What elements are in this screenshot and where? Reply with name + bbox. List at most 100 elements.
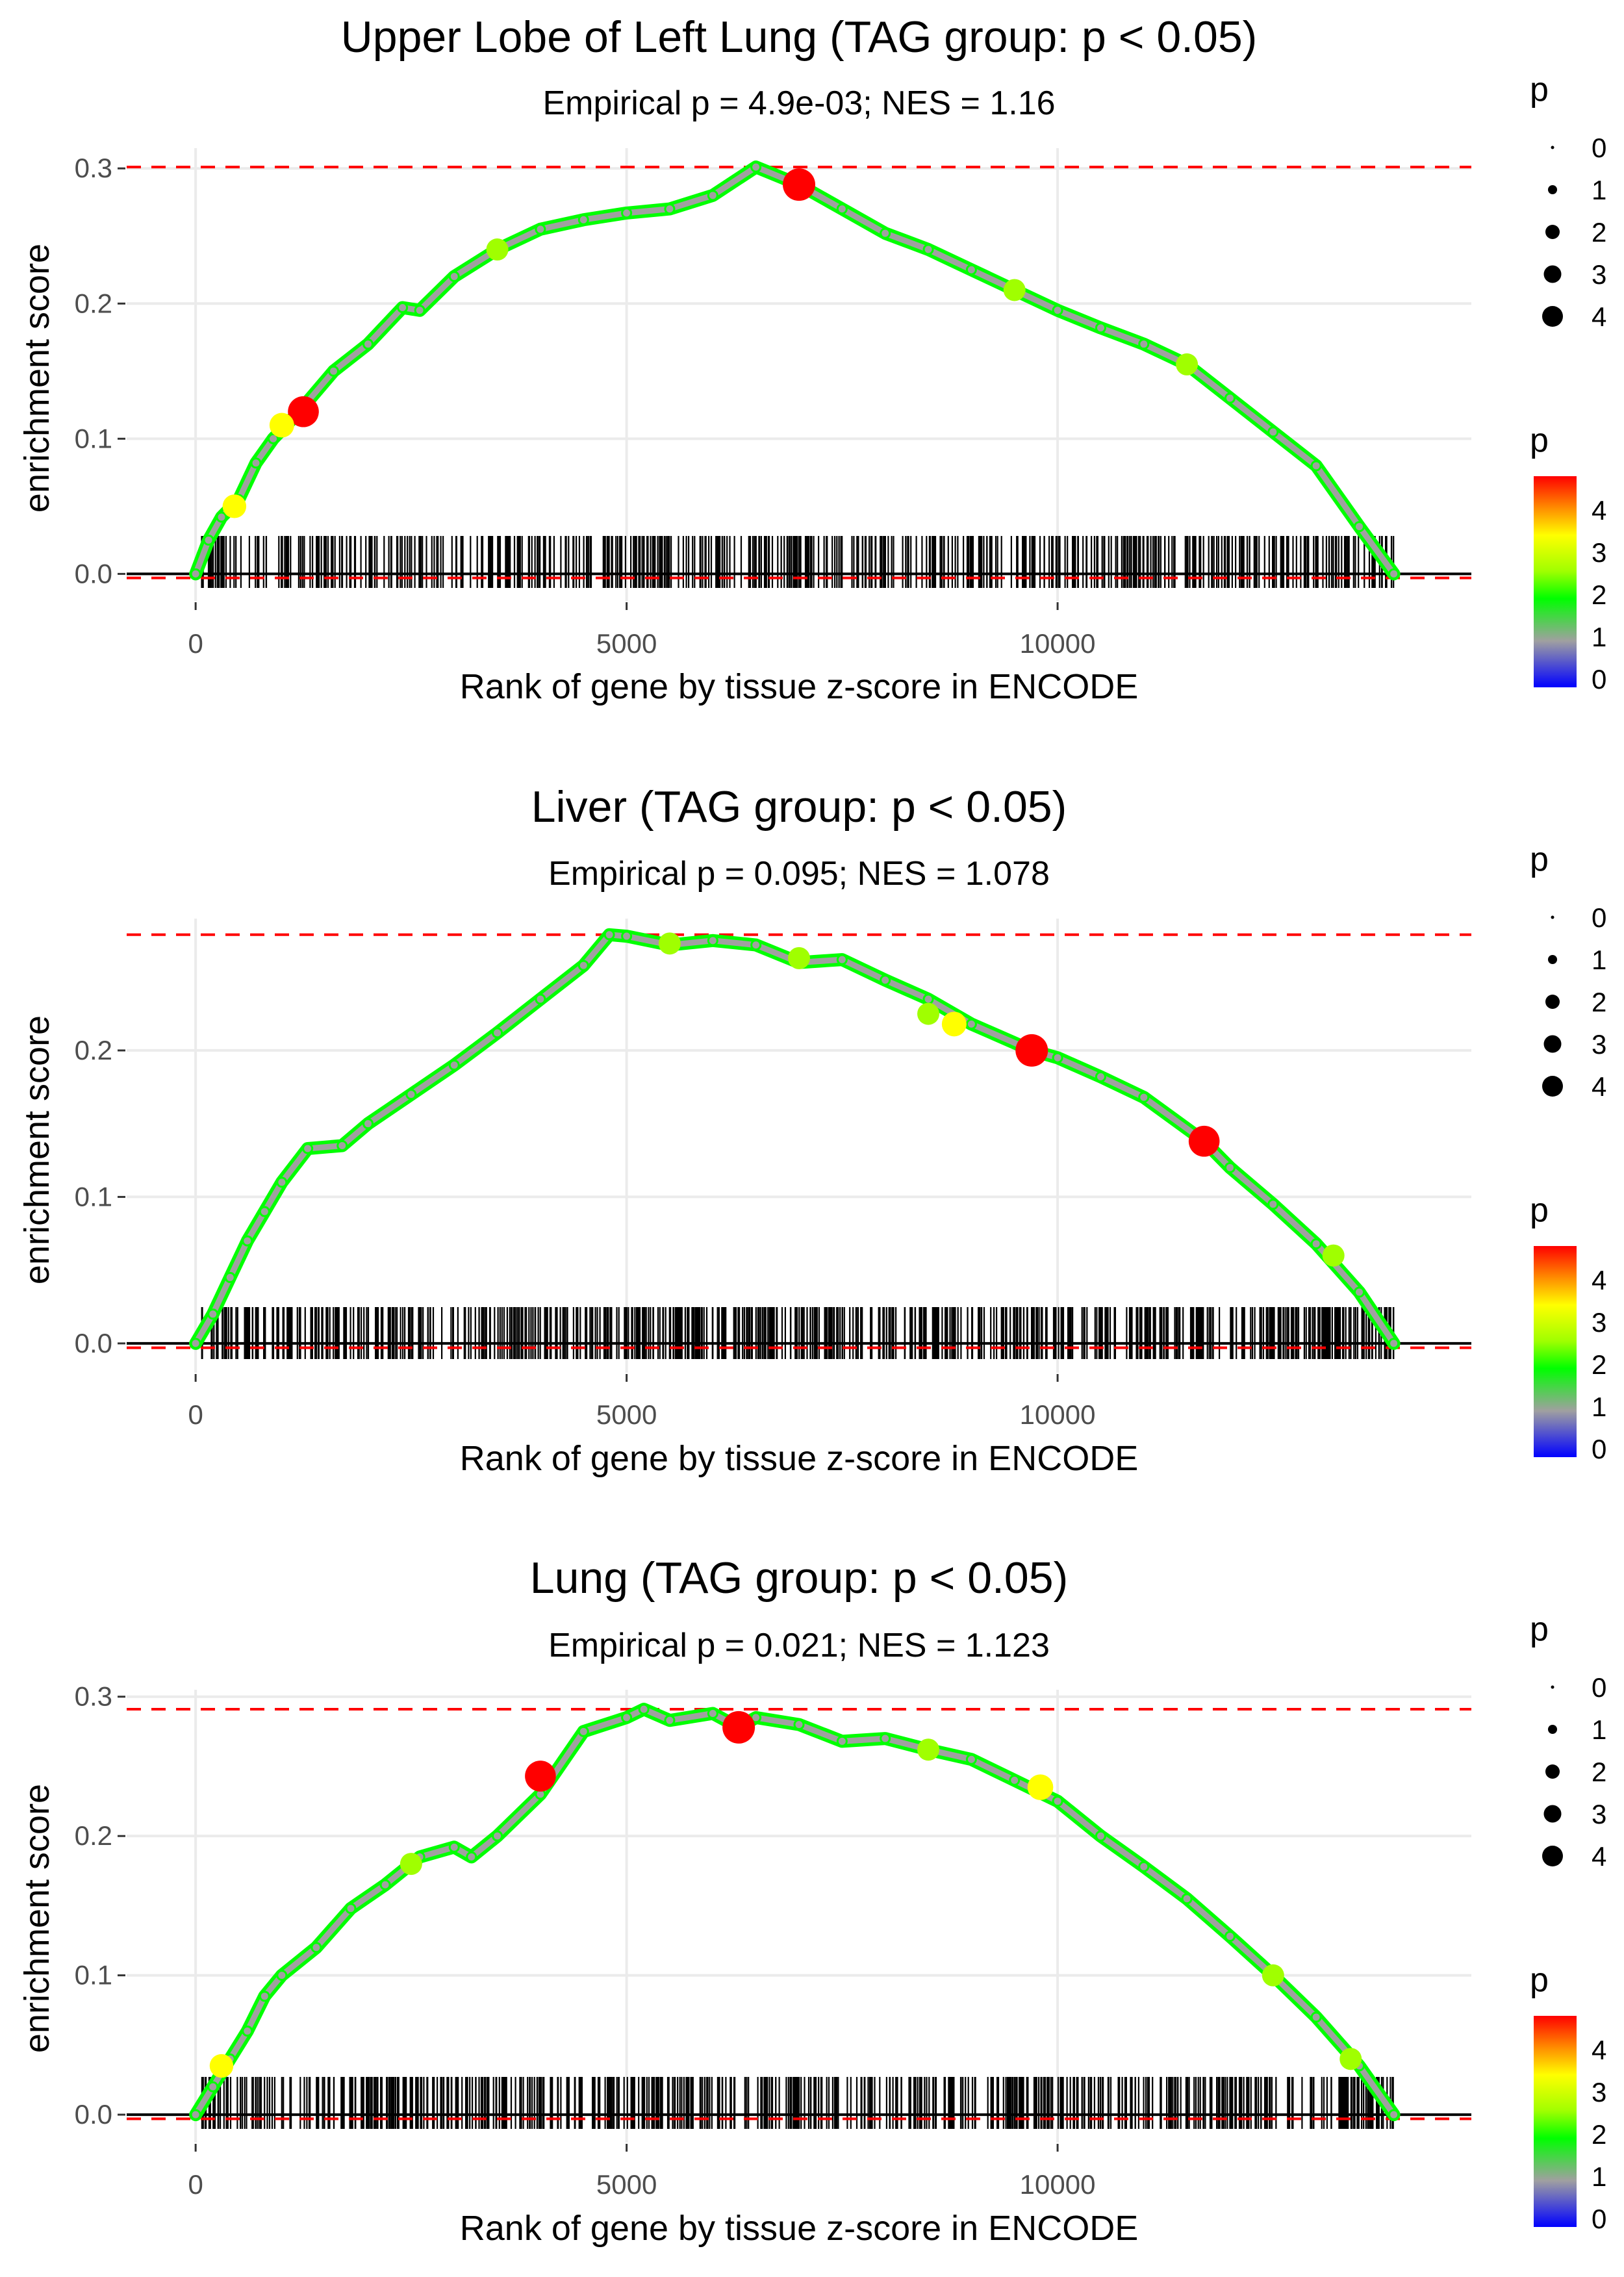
colorbar (1534, 1246, 1577, 1457)
curve-point (311, 1942, 322, 1953)
panel-title: Liver (TAG group: p < 0.05) (531, 782, 1067, 832)
curve-point (362, 338, 374, 350)
curve-point (1224, 392, 1236, 404)
curve-point (448, 1841, 460, 1853)
y-tick-label: 0.0 (75, 1328, 112, 1358)
legend-size-dot (1548, 955, 1557, 964)
curve-point (603, 929, 615, 941)
panel-subtitle: Empirical p = 0.021; NES = 1.123 (548, 1627, 1050, 1664)
significant-point (209, 2054, 234, 2078)
panel-3: Lung (TAG group: p < 0.05) Empirical p =… (18, 1553, 1606, 2248)
panel-2: Liver (TAG group: p < 0.05) Empirical p … (18, 782, 1606, 1478)
significant-point (1339, 2048, 1362, 2070)
colorbar-label: 2 (1592, 2119, 1606, 2150)
curve-point (836, 954, 848, 965)
color-legend: p 4 3 2 1 0 (1530, 1961, 1606, 2234)
curve-point (1052, 1796, 1063, 1807)
significant-point (288, 396, 319, 427)
significant-point (1003, 279, 1026, 301)
curve-point (414, 305, 425, 316)
legend-size-dot (1545, 995, 1560, 1009)
curve-point (836, 203, 848, 215)
curve-point (1095, 1830, 1106, 1842)
plot-area (118, 1690, 1471, 2152)
curve-point (707, 190, 718, 201)
curve-point (203, 534, 214, 546)
curve-point (1095, 322, 1106, 334)
curve-point (750, 939, 762, 951)
significant-point (222, 494, 247, 518)
x-tick-label: 0 (188, 2169, 203, 2200)
curve-point (1310, 1238, 1322, 1250)
curve-point (190, 568, 201, 579)
x-tick-label: 10000 (1020, 1399, 1096, 1430)
legend-label: 0 (1592, 1672, 1606, 1703)
curve-point (621, 930, 633, 942)
legend-size-dot (1548, 1725, 1557, 1734)
curve-point (1052, 1052, 1063, 1063)
gene-rug (201, 1307, 1395, 1359)
curve-point (707, 935, 718, 947)
significant-point (1322, 1244, 1345, 1267)
curve-point (448, 271, 460, 283)
legend-label: 0 (1592, 902, 1606, 933)
significant-point (658, 932, 681, 955)
y-tick-label: 0.2 (75, 1820, 112, 1851)
curve-point (1267, 426, 1279, 438)
curve-point (362, 1118, 374, 1130)
curve-point (577, 960, 589, 971)
x-axis-label: Rank of gene by tissue z-score in ENCODE (460, 667, 1138, 706)
curve-point (836, 1735, 848, 1747)
y-tick-label: 0.1 (75, 1960, 112, 1991)
curve-point (1138, 338, 1150, 350)
legend-label: 3 (1592, 1799, 1606, 1829)
curve-point (880, 1733, 891, 1744)
x-tick-label: 10000 (1020, 628, 1096, 659)
curve-point (379, 1879, 391, 1890)
curve-point (880, 974, 891, 986)
x-tick-label: 10000 (1020, 2169, 1096, 2200)
y-tick-label: 0.3 (75, 1681, 112, 1712)
significant-point (1176, 353, 1199, 375)
y-axis-label: enrichment score (18, 1784, 57, 2053)
curve-point (1354, 521, 1365, 533)
colorbar-label: 1 (1592, 1392, 1606, 1422)
x-tick-label: 0 (188, 628, 203, 659)
curve-point (1310, 460, 1322, 472)
legend-size-dot (1542, 1076, 1563, 1097)
significant-point (917, 1738, 940, 1761)
legend-size-dot (1543, 1035, 1562, 1053)
curve-point (965, 1753, 977, 1765)
legend-label: 2 (1592, 217, 1606, 248)
curve-point (345, 1903, 357, 1914)
curve-point (922, 244, 934, 255)
curve-point (492, 1830, 503, 1842)
colorbar-label: 0 (1592, 664, 1606, 694)
significant-point (788, 947, 810, 969)
colorbar (1534, 476, 1577, 687)
curve-point (1224, 1162, 1236, 1173)
curve-point (224, 1271, 236, 1283)
significant-point (1262, 1964, 1284, 1987)
curve-point (664, 1714, 676, 1726)
curve-point (276, 1177, 288, 1188)
x-tick-label: 5000 (596, 1399, 657, 1430)
colorbar-label: 3 (1592, 537, 1606, 568)
panel-title: Lung (TAG group: p < 0.05) (530, 1553, 1068, 1603)
legend-title: p (1530, 841, 1549, 878)
size-legend: p 0 1 2 3 4 (1530, 841, 1606, 1102)
legend-label: 0 (1592, 133, 1606, 163)
colorbar-label: 2 (1592, 579, 1606, 610)
curve-point (492, 1027, 503, 1039)
curve-point (965, 264, 977, 275)
colorbar-label: 4 (1592, 2035, 1606, 2065)
colorbar-label: 0 (1592, 2204, 1606, 2234)
curve-point (466, 1851, 477, 1863)
size-legend: p 0 1 2 3 4 (1530, 71, 1606, 332)
curve-point (922, 993, 934, 1005)
colorbar-label: 3 (1592, 2077, 1606, 2107)
panel-1: Upper Lobe of Left Lung (TAG group: p < … (18, 12, 1606, 706)
curve-point (621, 207, 633, 219)
curve-point (535, 993, 546, 1005)
